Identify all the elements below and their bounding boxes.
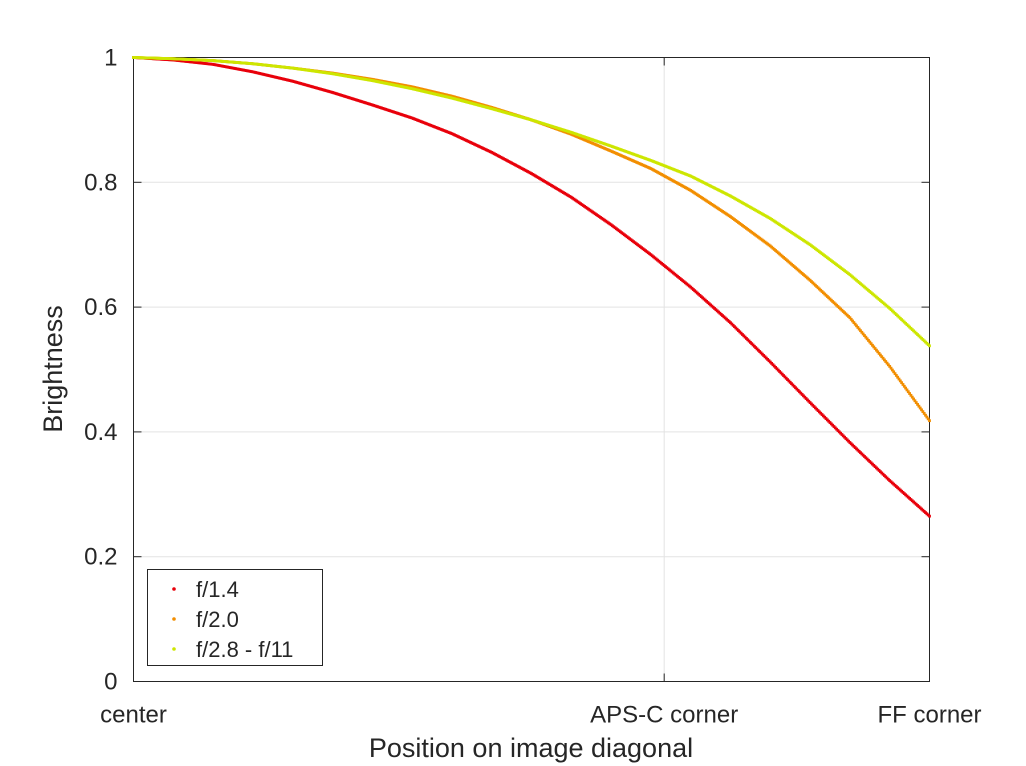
legend: f/1.4 f/2.0 f/2.8 - f/11 bbox=[147, 569, 323, 666]
series-f-1-4 bbox=[132, 56, 931, 518]
data-point bbox=[865, 337, 869, 341]
series-f-2-8-f-11 bbox=[132, 56, 931, 348]
data-point bbox=[877, 352, 881, 355]
plot-frame bbox=[133, 57, 930, 682]
data-point bbox=[917, 404, 921, 408]
data-point bbox=[876, 350, 880, 354]
y-tick-label: 0.2 bbox=[84, 544, 117, 571]
data-point bbox=[924, 413, 927, 417]
data-point bbox=[898, 379, 902, 383]
data-series bbox=[132, 56, 931, 518]
data-point bbox=[888, 364, 892, 368]
data-point bbox=[896, 375, 900, 379]
data-point bbox=[925, 415, 929, 419]
data-point bbox=[894, 374, 898, 377]
y-axis-label: Brightness bbox=[38, 305, 68, 433]
x-axis-label: Position on image diagonal bbox=[369, 733, 693, 763]
y-tick-label: 0.8 bbox=[84, 169, 117, 196]
data-point bbox=[868, 340, 872, 344]
data-point bbox=[912, 397, 915, 401]
y-axis: 0 0.2 0.4 0.6 0.8 1 bbox=[84, 45, 930, 696]
legend-marker-f2-8-f11 bbox=[172, 647, 176, 651]
data-point bbox=[928, 419, 931, 423]
data-point bbox=[867, 339, 870, 342]
legend-box bbox=[147, 569, 323, 666]
data-point bbox=[863, 334, 866, 337]
data-point bbox=[914, 401, 918, 404]
data-point bbox=[869, 342, 873, 346]
legend-marker-f1-4 bbox=[172, 587, 176, 591]
x-tick-label: center bbox=[100, 702, 167, 729]
data-point bbox=[881, 356, 885, 360]
data-point bbox=[861, 332, 865, 336]
data-point bbox=[872, 345, 876, 349]
legend-marker-f2-0 bbox=[172, 617, 176, 621]
data-point bbox=[904, 386, 908, 390]
data-point bbox=[902, 384, 906, 388]
data-point bbox=[859, 329, 862, 333]
x-tick-label: APS-C corner bbox=[590, 702, 738, 729]
data-point bbox=[875, 348, 878, 352]
data-point bbox=[864, 335, 868, 339]
data-point bbox=[900, 381, 904, 385]
data-point bbox=[928, 514, 931, 518]
series-f-2-0 bbox=[132, 56, 931, 423]
data-point bbox=[882, 358, 886, 362]
y-tick-label: 0 bbox=[104, 669, 117, 696]
data-point bbox=[851, 319, 854, 323]
data-point bbox=[857, 327, 861, 331]
data-point bbox=[916, 402, 919, 406]
data-point bbox=[879, 353, 882, 357]
data-point bbox=[921, 410, 925, 414]
data-point bbox=[910, 395, 914, 399]
data-point bbox=[893, 372, 897, 376]
data-point bbox=[890, 368, 894, 372]
data-point bbox=[853, 322, 857, 326]
data-point bbox=[913, 399, 917, 403]
data-point bbox=[918, 406, 922, 410]
data-point bbox=[926, 417, 930, 421]
data-point bbox=[886, 363, 890, 367]
data-point bbox=[928, 344, 931, 348]
data-point bbox=[897, 377, 901, 381]
data-point bbox=[860, 330, 864, 334]
data-point bbox=[909, 393, 913, 397]
y-tick-label: 0.6 bbox=[84, 294, 117, 321]
data-point bbox=[880, 355, 884, 359]
y-tick-label: 1 bbox=[104, 45, 117, 72]
legend-label-f2-0: f/2.0 bbox=[196, 607, 239, 632]
data-point bbox=[889, 366, 893, 370]
data-point bbox=[905, 388, 909, 392]
data-point bbox=[849, 317, 853, 321]
x-tick-label: FF corner bbox=[877, 702, 981, 729]
data-point bbox=[920, 408, 923, 412]
data-point bbox=[908, 392, 911, 395]
grid bbox=[133, 57, 930, 682]
data-point bbox=[856, 326, 860, 329]
legend-label-f1-4: f/1.4 bbox=[196, 577, 239, 602]
legend-label-f2-8-f11: f/2.8 - f/11 bbox=[196, 637, 293, 662]
data-point bbox=[855, 324, 858, 328]
x-axis: center APS-C corner FF corner bbox=[100, 57, 982, 729]
data-point bbox=[906, 390, 910, 394]
data-point bbox=[884, 360, 888, 363]
data-point bbox=[885, 361, 889, 365]
data-point bbox=[871, 343, 874, 347]
data-point bbox=[901, 383, 905, 386]
y-tick-label: 0.4 bbox=[84, 419, 117, 446]
data-point bbox=[892, 370, 896, 374]
data-point bbox=[848, 316, 852, 320]
data-point bbox=[873, 347, 877, 350]
data-point bbox=[922, 412, 926, 415]
data-point bbox=[852, 321, 856, 324]
